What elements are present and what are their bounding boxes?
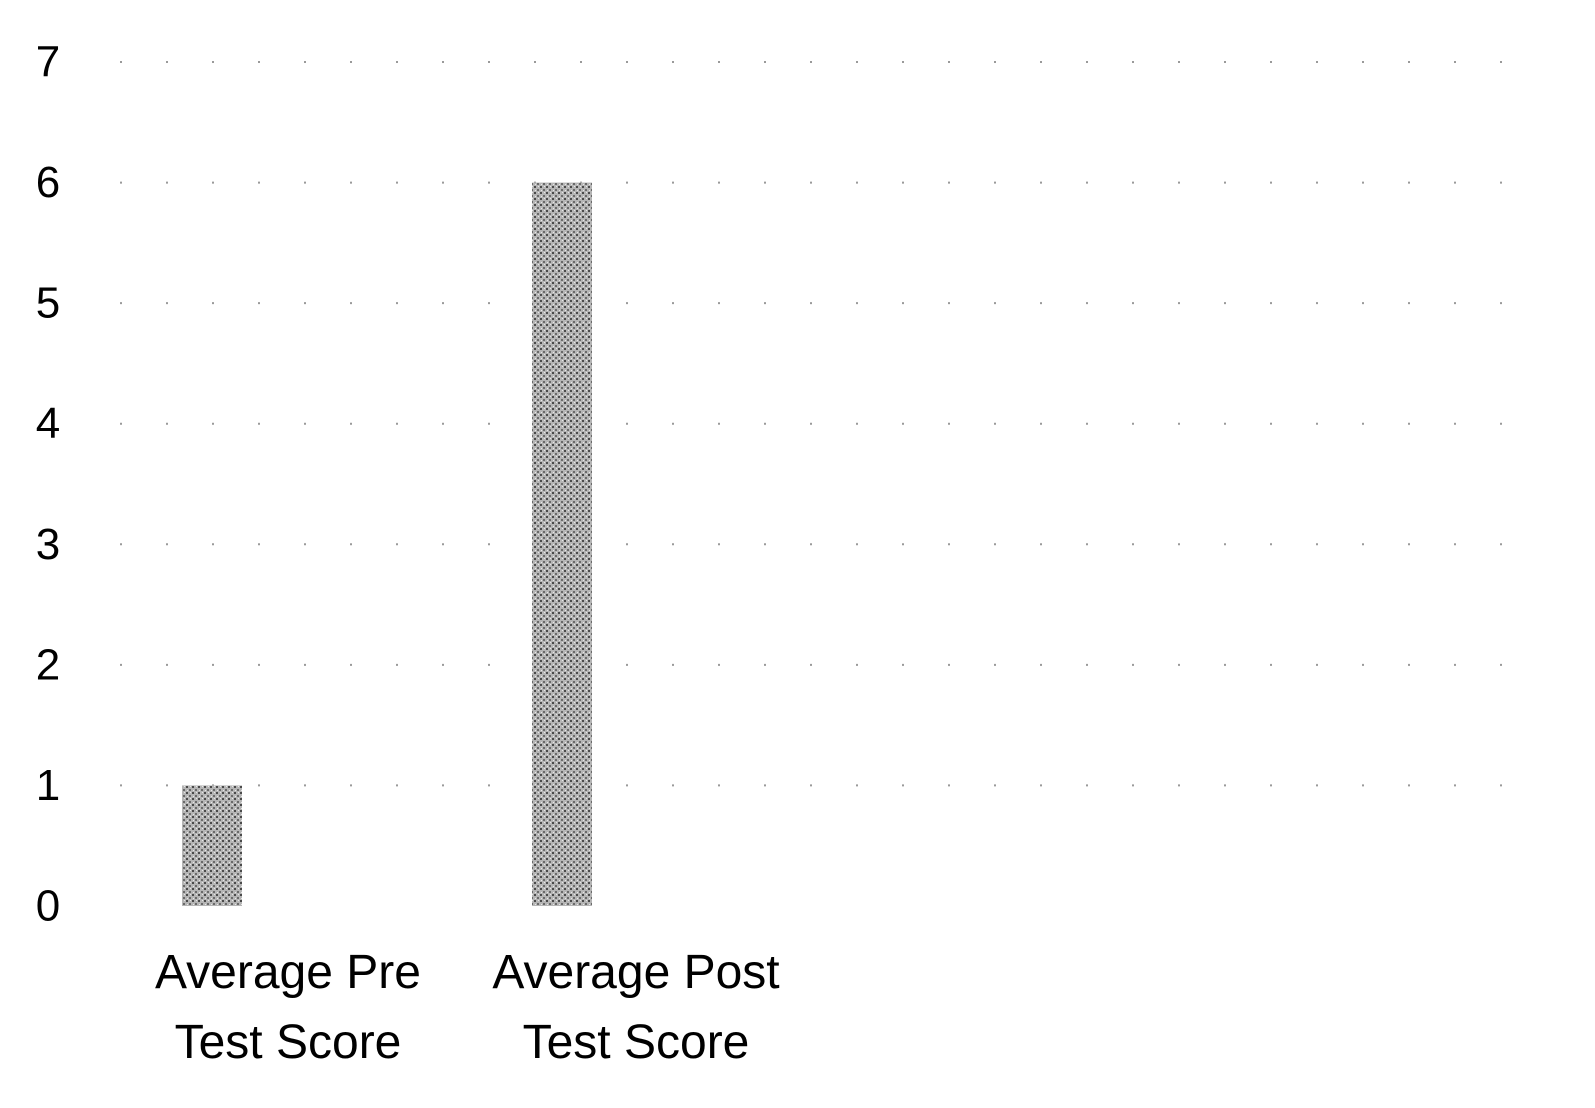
y-tick-label-0: 0 [36,882,60,931]
x-category-label-line: Test Score [175,1016,402,1069]
bar-1 [182,785,242,906]
x-category-label-2: Average Post Test Score [492,946,779,1069]
y-tick-label-1: 1 [36,761,60,810]
y-tick-label-4: 4 [36,399,60,448]
bars [182,182,592,907]
bar-2 [532,182,592,907]
x-category-label-1: Average Pre Test Score [155,946,421,1069]
y-tick-label-5: 5 [36,279,60,328]
y-tick-label-2: 2 [36,640,60,689]
y-tick-label-3: 3 [36,520,60,569]
gridlines [120,61,1510,787]
y-axis-ticks: 0 1 2 3 4 5 6 7 [36,38,60,931]
y-tick-label-7: 7 [36,38,60,87]
x-category-label-line: Test Score [523,1016,750,1069]
x-category-label-line: Average Pre [155,946,421,999]
x-axis-labels: Average Pre Test Score Average Post Test Sc… [155,946,780,1069]
y-tick-label-6: 6 [36,158,60,207]
x-category-label-line: Average Post [492,946,779,999]
